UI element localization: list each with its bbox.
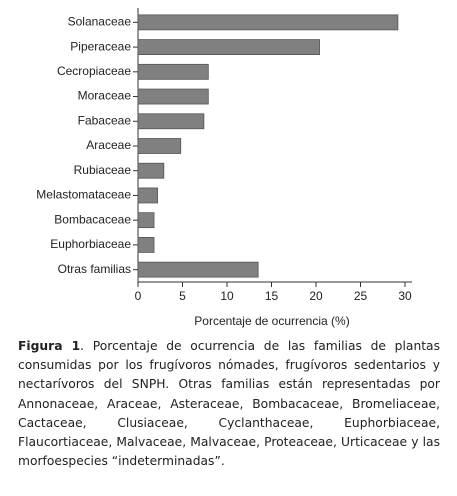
- bar: [137, 138, 182, 154]
- x-tick-label: 5: [179, 289, 186, 303]
- y-tick-label: Melastomataceae: [36, 188, 131, 202]
- y-tick-label: Otras familias: [58, 262, 131, 276]
- x-tick-label: 25: [354, 289, 368, 303]
- bar: [137, 237, 155, 253]
- bar: [137, 113, 205, 130]
- bar: [137, 212, 155, 229]
- x-tick-label: 20: [309, 289, 323, 303]
- y-tick-label: Fabaceae: [78, 113, 132, 127]
- bar: [137, 187, 158, 204]
- y-tick-label: Solanaceae: [68, 15, 132, 29]
- caption: Figura 1. Porcentaje de ocurrencia de la…: [18, 337, 440, 471]
- x-tick-label: 30: [398, 289, 412, 303]
- chart: Porcentaje de ocurrencia (%) 0 5 10 15 20 25 3…: [36, 8, 412, 328]
- y-tick-label: Moraceae: [78, 89, 132, 103]
- y-tick-label: Rubiaceae: [74, 163, 132, 177]
- bar: [137, 88, 209, 105]
- x-axis-label: Porcentaje de ocurrencia (%): [194, 314, 349, 328]
- y-tick-label: Bombacaceae: [54, 212, 131, 226]
- y-tick-label: Araceae: [86, 138, 131, 152]
- bar: [137, 261, 259, 278]
- y-tick-label: Piperaceae: [70, 39, 131, 53]
- x-tick-label: 15: [265, 289, 279, 303]
- bar: [137, 14, 399, 31]
- x-tick-label: 10: [220, 289, 234, 303]
- y-tick-label: Euphorbiaceae: [50, 237, 131, 251]
- caption-text: . Porcentaje de ocurrencia de las famili…: [18, 339, 440, 469]
- bar: [137, 39, 320, 55]
- caption-label: Figura 1: [18, 339, 81, 353]
- bar: [137, 63, 209, 80]
- x-tick-label: 0: [135, 289, 142, 303]
- y-tick-label: Cecropiaceae: [57, 64, 131, 78]
- bar: [137, 162, 165, 179]
